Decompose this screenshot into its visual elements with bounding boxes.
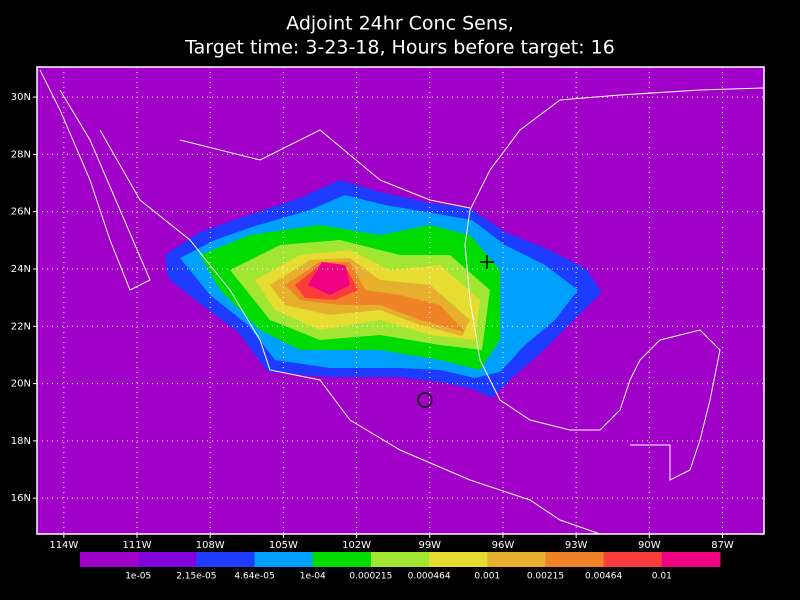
x-tick-label: 114W <box>49 540 78 551</box>
x-tick-label: 90W <box>638 540 661 551</box>
y-tick-label: 18N <box>11 436 31 447</box>
colorbar-label: 2.15e-05 <box>176 572 216 582</box>
x-tick-label: 87W <box>711 540 734 551</box>
coastlines <box>39 69 765 535</box>
coastline <box>464 87 765 301</box>
colorbar-swatch <box>312 552 372 567</box>
y-tick-label: 28N <box>11 149 31 160</box>
map <box>33 66 765 538</box>
y-tick-label: 26N <box>11 207 31 218</box>
border <box>630 444 691 481</box>
colorbar-label: 1e-04 <box>300 572 326 582</box>
y-tick-label: 30N <box>11 92 31 103</box>
coastline <box>39 69 151 291</box>
x-tick-label: 108W <box>196 540 225 551</box>
target-marker <box>480 255 494 269</box>
y-tick-label: 24N <box>11 264 31 275</box>
map-frame <box>36 66 765 535</box>
colorbar-swatch <box>196 552 256 567</box>
colorbar-swatch <box>370 552 430 567</box>
source-marker <box>417 392 433 408</box>
colorbar-label: 0.00215 <box>527 572 564 582</box>
colorbar-label: 0.000464 <box>408 572 451 582</box>
contour <box>308 262 350 295</box>
coastline <box>469 299 721 471</box>
colorbar-swatch <box>80 552 139 567</box>
colorbar-label: 0.01 <box>652 572 672 582</box>
border <box>179 129 471 209</box>
colorbar-swatch <box>429 552 488 567</box>
colorbar-label: 0.000215 <box>349 572 392 582</box>
colorbar-swatch <box>603 552 663 567</box>
colorbar-label: 0.00464 <box>585 572 622 582</box>
y-tick-label: 22N <box>11 321 31 332</box>
x-tick-label: 102W <box>342 540 371 551</box>
x-tick-label: 93W <box>565 540 588 551</box>
y-tick-label: 16N <box>11 493 31 504</box>
colorbar-swatch <box>545 552 605 567</box>
title-line: Adjoint 24hr Conc Sens, <box>286 13 514 35</box>
y-tick-label: 20N <box>11 379 31 390</box>
colorbar: 1e-05 2.15e-05 4.64e-05 1e-04 0.000215 0.0004… <box>80 552 721 582</box>
colorbar-label: 1e-05 <box>125 572 151 582</box>
x-tick-label: 111W <box>123 540 152 551</box>
colorbar-label: 4.64e-05 <box>234 572 274 582</box>
title-line: Target time: 3-23-18, Hours before targe… <box>184 37 615 59</box>
x-tick-label: 96W <box>492 540 515 551</box>
colorbar-label: 0.001 <box>474 572 500 582</box>
colorbar-swatch <box>487 552 546 567</box>
coastline <box>99 129 601 535</box>
x-tick-label: 99W <box>418 540 441 551</box>
colorbar-swatch <box>661 552 721 567</box>
grid <box>33 67 764 538</box>
colorbar-swatch <box>254 552 314 567</box>
x-tick-label: 105W <box>269 540 298 551</box>
colorbar-swatch <box>138 552 197 567</box>
contours <box>165 180 602 398</box>
